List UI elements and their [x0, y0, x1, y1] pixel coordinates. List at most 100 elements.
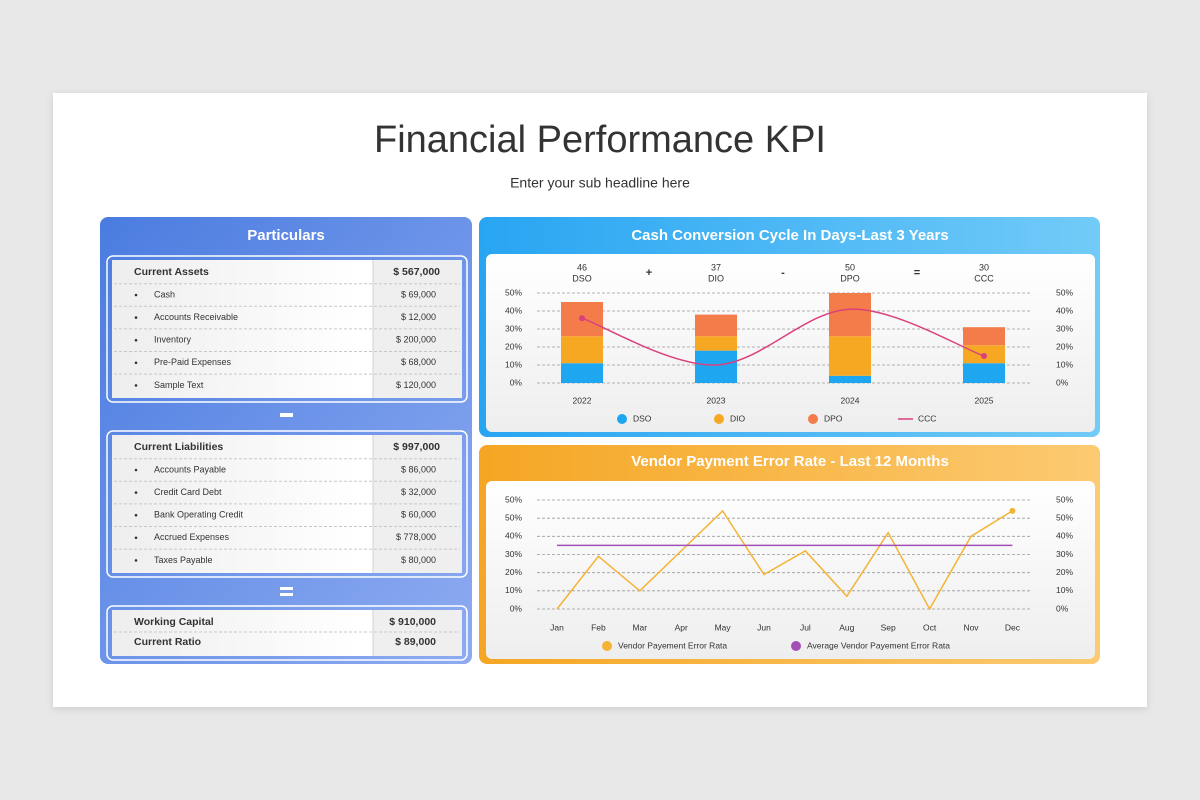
bullet [134, 468, 138, 472]
y-tick-label: 20% [505, 567, 522, 577]
summary-value: 50 [845, 262, 855, 272]
row-label: Accounts Payable [154, 464, 226, 474]
table-frame [106, 255, 468, 403]
x-tick-label: Jul [800, 622, 811, 632]
bullet [134, 293, 138, 297]
summary-label: Current Ratio [134, 636, 201, 648]
row-value: $ 68,000 [401, 357, 436, 367]
row-value: $ 120,000 [396, 380, 436, 390]
summary-operator: - [781, 267, 785, 279]
vendor-panel [486, 481, 1095, 659]
series-line [581, 308, 985, 366]
y2-tick-label: 30% [1056, 549, 1073, 559]
value-column [373, 260, 462, 398]
y2-tick-label: 50% [1056, 494, 1073, 504]
x-tick-label: 2024 [841, 395, 860, 405]
row-label: Cash [154, 289, 175, 299]
value-column [373, 435, 462, 573]
bullet [134, 536, 138, 540]
x-tick-label: Feb [591, 622, 606, 632]
x-tick-label: Aug [839, 622, 854, 632]
chart-title: Vendor Payment Error Rate - Last 12 Mont… [631, 453, 949, 470]
y2-tick-label: 10% [1056, 359, 1073, 369]
summary-value: 37 [711, 262, 721, 272]
y2-tick-label: 30% [1056, 323, 1073, 333]
legend-swatch [791, 641, 801, 651]
summary-operator: = [914, 267, 920, 279]
row-label: Accrued Expenses [154, 532, 230, 542]
row-value: $ 200,000 [396, 335, 436, 345]
bar-segment [963, 363, 1005, 383]
y-tick-label: 10% [505, 585, 522, 595]
equals-symbol [280, 587, 293, 590]
legend-label: DPO [824, 413, 843, 423]
x-tick-label: Mar [632, 622, 647, 632]
y2-tick-label: 10% [1056, 585, 1073, 595]
section-total: $ 567,000 [393, 266, 440, 278]
x-tick-label: 2023 [707, 395, 726, 405]
row-label: Pre-Paid Expenses [154, 357, 232, 367]
row-label: Accounts Receivable [154, 312, 238, 322]
bar-segment [695, 336, 737, 351]
chart-title: Cash Conversion Cycle In Days-Last 3 Yea… [631, 227, 948, 244]
y-tick-label: 0% [510, 603, 523, 613]
y-tick-label: 40% [505, 305, 522, 315]
row-value: $ 60,000 [401, 510, 436, 520]
legend-swatch [602, 641, 612, 651]
y-tick-label: 30% [505, 549, 522, 559]
y2-tick-label: 0% [1056, 377, 1069, 387]
legend-label: CCC [918, 413, 936, 423]
x-tick-label: May [715, 622, 732, 632]
summary-value: $ 910,000 [389, 616, 436, 628]
x-tick-label: Sep [881, 622, 896, 632]
legend-swatch [808, 414, 818, 424]
y2-tick-label: 50% [1056, 287, 1073, 297]
value-column [373, 610, 462, 656]
legend-swatch [714, 414, 724, 424]
table-frame [106, 605, 468, 661]
bullet [134, 361, 138, 365]
row-value: $ 12,000 [401, 312, 436, 322]
bar-segment [695, 314, 737, 337]
y2-tick-label: 40% [1056, 531, 1073, 541]
bar-segment [963, 327, 1005, 346]
row-label: Sample Text [154, 380, 204, 390]
point-marker [981, 353, 987, 359]
bullet [134, 384, 138, 387]
bullet [134, 316, 138, 319]
summary-operator: + [646, 267, 652, 279]
bar-segment [561, 336, 603, 364]
summary-label: DIO [708, 273, 724, 283]
particulars-title: Particulars [247, 227, 325, 244]
summary-label: DSO [572, 273, 592, 283]
x-tick-label: Apr [675, 622, 688, 632]
summary-label: CCC [974, 273, 994, 283]
legend-label: DIO [730, 413, 746, 423]
x-tick-label: Jan [550, 622, 564, 632]
x-tick-label: Jun [757, 622, 771, 632]
y-tick-label: 40% [505, 531, 522, 541]
y2-tick-label: 20% [1056, 567, 1073, 577]
section-total: $ 997,000 [393, 441, 440, 453]
table-frame [106, 430, 468, 578]
summary-label: Working Capital [134, 616, 214, 628]
title: Financial Performance KPI [374, 119, 826, 161]
x-tick-label: 2025 [975, 395, 994, 405]
row-label: Taxes Payable [154, 555, 213, 565]
y-tick-label: 20% [505, 341, 522, 351]
bar-segment [695, 350, 737, 383]
summary-label: DPO [840, 273, 860, 283]
x-tick-label: 2022 [573, 395, 592, 405]
series-line [556, 509, 1013, 611]
row-label: Bank Operating Credit [154, 510, 244, 520]
row-label: Inventory [154, 335, 192, 345]
y-tick-label: 50% [505, 287, 522, 297]
bar-segment [829, 375, 871, 383]
bar-segment [561, 363, 603, 383]
summary-value: 46 [577, 262, 587, 272]
y-tick-label: 30% [505, 323, 522, 333]
y-tick-label: 50% [505, 494, 522, 504]
summary-value: 30 [979, 262, 989, 272]
